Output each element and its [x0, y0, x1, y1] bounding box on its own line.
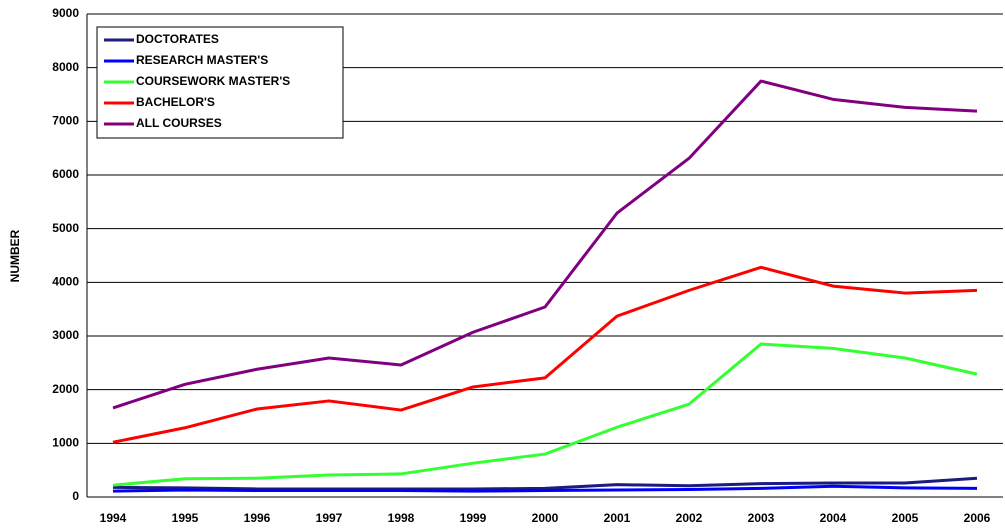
- y-tick-label: 9000: [52, 6, 79, 20]
- series-line: [112, 476, 978, 491]
- x-tick-label: 1996: [244, 511, 271, 525]
- series-line: [112, 265, 978, 444]
- legend-label: ALL COURSES: [136, 116, 222, 130]
- y-tick-label: 1000: [52, 436, 79, 450]
- y-axis-label: NUMBER: [8, 229, 22, 282]
- x-tick-label: 1997: [316, 511, 343, 525]
- y-tick-label: 5000: [52, 221, 79, 235]
- legend-label: BACHELOR'S: [136, 95, 215, 109]
- y-tick-label: 3000: [52, 328, 79, 342]
- x-tick-label: 2003: [748, 511, 775, 525]
- x-tick-label: 2001: [604, 511, 631, 525]
- legend-label: RESEARCH MASTER'S: [136, 53, 268, 67]
- y-tick-label: 7000: [52, 114, 79, 128]
- y-tick-label: 2000: [52, 382, 79, 396]
- x-tick-label: 2004: [820, 511, 847, 525]
- y-tick-label: 6000: [52, 167, 79, 181]
- legend-box: [96, 26, 344, 139]
- x-tick-label: 1999: [460, 511, 487, 525]
- y-tick-label: 8000: [52, 60, 79, 74]
- x-tick-label: 2006: [964, 511, 991, 525]
- series-line: [112, 484, 978, 493]
- x-tick-label: 2002: [676, 511, 703, 525]
- legend-label: COURSEWORK MASTER'S: [136, 74, 290, 88]
- x-tick-label: 1995: [172, 511, 199, 525]
- y-tick-label: 4000: [52, 275, 79, 289]
- x-tick-label: 2000: [532, 511, 559, 525]
- x-tick-label: 1998: [388, 511, 415, 525]
- series-line: [112, 79, 978, 410]
- x-tick-label: 1994: [100, 511, 127, 525]
- y-tick-label: 0: [72, 489, 79, 503]
- x-tick-label: 2005: [892, 511, 919, 525]
- legend-label: DOCTORATES: [136, 32, 219, 46]
- series-line: [112, 342, 978, 487]
